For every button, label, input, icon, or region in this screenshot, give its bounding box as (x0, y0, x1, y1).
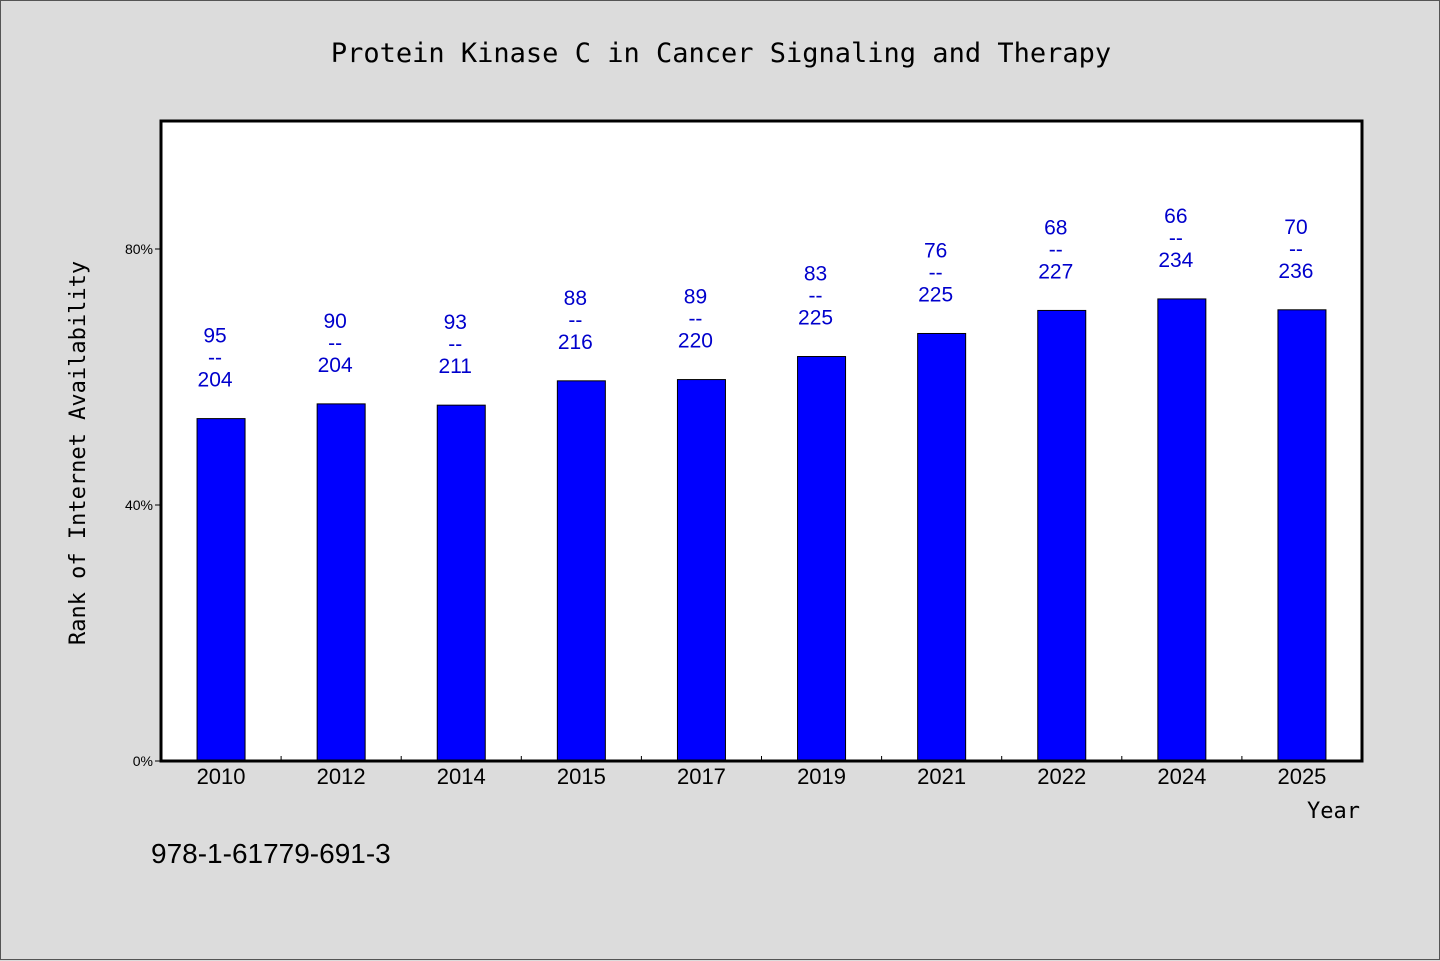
y-tick-label-0: 0% (133, 753, 153, 769)
data-label-2025-1: -- (1289, 238, 1303, 261)
data-label-2022-2: 227 (1038, 260, 1073, 283)
bar-2015 (556, 380, 606, 762)
plot-border (159, 119, 1364, 763)
data-label-2021-1: -- (929, 261, 943, 284)
x-tick-label-2014: 2014 (437, 764, 486, 789)
bar-2012 (316, 403, 366, 762)
data-label-2012-1: -- (328, 332, 342, 355)
data-label-2015-0: 88 (564, 287, 587, 310)
x-tick-label-2012: 2012 (317, 764, 366, 789)
data-label-2014-1: -- (448, 333, 462, 356)
data-label-2024-1: -- (1169, 227, 1183, 250)
data-label-2015-1: -- (568, 309, 582, 332)
data-label-2010-0: 95 (203, 325, 226, 348)
x-tick-label-2021: 2021 (917, 764, 966, 789)
bar-2010 (196, 418, 246, 762)
bar-2022 (1037, 309, 1087, 762)
data-label-2012-0: 90 (323, 310, 346, 333)
isbn-text: 978-1-61779-691-3 (151, 838, 391, 869)
data-label-2021-2: 225 (918, 283, 953, 306)
x-axis-label: Year (1307, 799, 1360, 824)
x-tick-label-2022: 2022 (1037, 764, 1086, 789)
data-label-2024-2: 234 (1158, 249, 1193, 272)
data-label-2014-0: 93 (444, 311, 467, 334)
x-tick-label-2010: 2010 (197, 764, 246, 789)
y-axis-label: Rank of Internet Availability (66, 261, 91, 645)
bar-2025 (1277, 309, 1327, 762)
data-label-2017-1: -- (688, 308, 702, 331)
data-label-2021-0: 76 (924, 239, 947, 262)
data-labels-group: 95--20490--20493--21188--21689--22083--2… (198, 205, 1314, 392)
data-label-2017-0: 89 (684, 286, 707, 309)
x-tick-label-2017: 2017 (677, 764, 726, 789)
x-axis-ticks: 2010 2012 2014 2015 2017 2019 2021 2022 2024 2025 (197, 756, 1326, 789)
y-axis-ticks: 0% 40% 80% (125, 241, 161, 769)
data-label-2025-2: 236 (1278, 260, 1313, 283)
data-label-2019-1: -- (809, 285, 823, 308)
data-label-2015-2: 216 (558, 331, 593, 354)
x-tick-label-2015: 2015 (557, 764, 606, 789)
bar-2014 (436, 404, 486, 762)
data-label-2019-2: 225 (798, 307, 833, 330)
bars-group (196, 298, 1327, 762)
data-label-2010-2: 204 (198, 369, 233, 392)
y-tick-label-1: 40% (125, 497, 153, 513)
x-tick-label-2024: 2024 (1157, 764, 1206, 789)
data-label-2025-0: 70 (1284, 216, 1307, 239)
data-label-2010-1: -- (208, 347, 222, 370)
y-tick-label-2: 80% (125, 241, 153, 257)
data-label-2022-0: 68 (1044, 216, 1067, 239)
bar-2017 (676, 379, 726, 762)
data-label-2014-2: 211 (439, 355, 472, 378)
bar-2019 (797, 356, 847, 762)
x-tick-label-2019: 2019 (797, 764, 846, 789)
bar-2024 (1157, 298, 1207, 762)
data-label-2022-1: -- (1049, 238, 1063, 261)
data-label-2019-0: 83 (804, 263, 827, 286)
data-label-2024-0: 66 (1164, 205, 1187, 228)
data-label-2017-2: 220 (678, 330, 713, 353)
bar-2021 (917, 332, 967, 762)
chart-title: Protein Kinase C in Cancer Signaling and… (331, 38, 1111, 69)
data-label-2012-2: 204 (318, 354, 353, 377)
x-tick-label-2025: 2025 (1277, 764, 1326, 789)
